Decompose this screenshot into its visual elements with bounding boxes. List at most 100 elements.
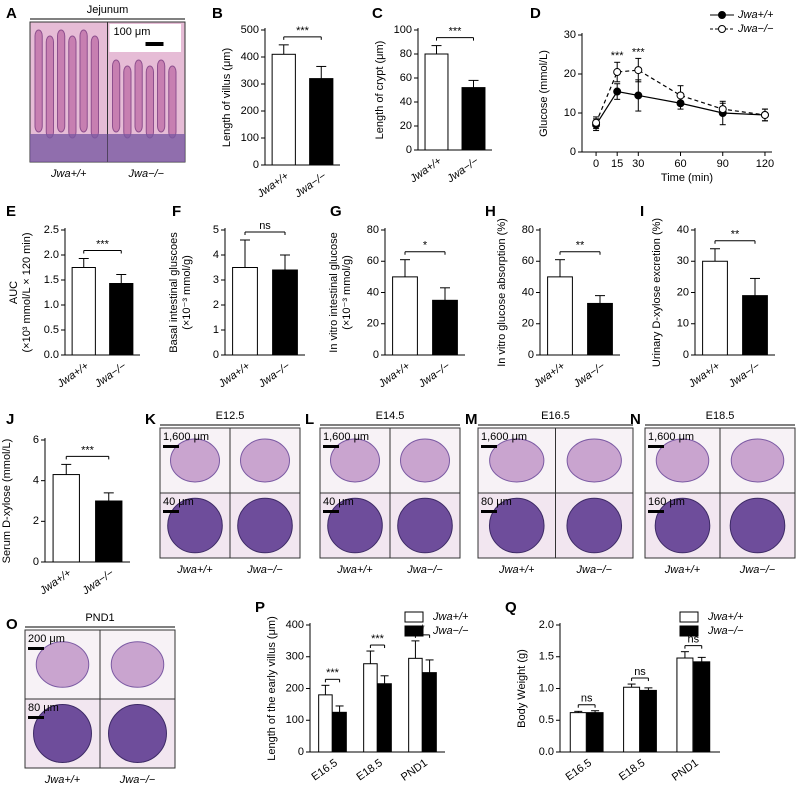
panel-letter: N	[630, 411, 641, 428]
y-tick-label: 2.0	[44, 249, 59, 261]
y-tick-label: 0	[683, 349, 689, 361]
legend-swatch	[404, 611, 424, 623]
y-axis-label: Body Weight (g)	[516, 649, 528, 728]
y-tick-label: 20	[564, 68, 576, 80]
panel-title: PND1	[85, 612, 114, 624]
y-tick-label: 2.0	[539, 619, 554, 631]
y-axis-label: (×10⁻³ mmol/g)	[181, 255, 193, 330]
section	[110, 641, 165, 688]
genotype-label: Jwa+/+	[664, 564, 701, 576]
series-line	[595, 90, 765, 126]
panel-letter: A	[6, 5, 17, 22]
x-tick-label: Jwa−/−	[571, 360, 608, 391]
panel-title: E16.5	[541, 410, 570, 422]
x-tick-label: Jwa+/+	[216, 360, 253, 391]
scale-bg	[109, 24, 181, 52]
significance: ns	[634, 666, 646, 678]
y-tick-label: 400	[286, 619, 304, 631]
scale-bar	[481, 510, 497, 513]
x-tick-label: 15	[611, 158, 623, 170]
y-axis-label: Length of villus (μm)	[221, 48, 233, 147]
panel-title: E14.5	[376, 410, 405, 422]
section	[400, 438, 450, 483]
error-bar	[335, 705, 344, 713]
point	[592, 118, 601, 127]
y-tick-label: 0.5	[44, 324, 59, 336]
scale-bar-label: 1,600 μm	[481, 431, 527, 443]
bar	[392, 276, 418, 356]
point	[613, 68, 622, 77]
y-axis-label: AUC	[8, 281, 20, 304]
section	[33, 704, 92, 763]
error-bar	[78, 258, 89, 268]
y-tick-label: 60	[367, 255, 379, 267]
y-tick-label: 0	[298, 746, 304, 758]
error-bar	[321, 684, 330, 695]
y-tick-label: 0	[373, 349, 379, 361]
significance: ***	[449, 26, 463, 38]
x-tick-label: Jwa−/−	[256, 360, 293, 391]
y-tick-label: 100	[286, 714, 304, 726]
y-axis-label: Length of the early villus (μm)	[266, 616, 278, 761]
bar	[332, 711, 347, 753]
section	[566, 438, 622, 483]
panel-letter: G	[330, 203, 342, 220]
panel-letter: C	[372, 5, 383, 22]
y-tick-label: 0	[570, 146, 576, 158]
genotype-label: Jwa+/+	[50, 168, 87, 180]
x-tick-label: E18.5	[617, 757, 647, 783]
y-tick-label: 400	[241, 51, 259, 63]
error-bar	[61, 463, 72, 475]
y-tick-label: 1	[213, 324, 219, 336]
significance: ns	[688, 634, 700, 646]
x-tick-label: Jwa+/+	[54, 360, 91, 391]
genotype-label: Jwa−/−	[739, 564, 776, 576]
bar	[272, 269, 298, 356]
significance: ns	[581, 693, 593, 705]
significance: ***	[371, 633, 385, 645]
villus	[57, 29, 66, 133]
y-tick-label: 2	[33, 515, 39, 527]
error-bar	[411, 640, 420, 659]
villus	[34, 29, 43, 133]
y-tick-label: 1.0	[44, 299, 59, 311]
y-tick-label: 200	[241, 105, 259, 117]
section	[654, 497, 711, 554]
bar	[424, 53, 449, 151]
bar	[422, 672, 437, 753]
bar	[623, 686, 641, 753]
significance: ***	[326, 667, 340, 679]
y-tick-label: 40	[522, 286, 534, 298]
x-tick-label: Jwa+/+	[407, 155, 444, 186]
y-axis-label: Length of crypt (μm)	[374, 41, 386, 140]
panel-letter: D	[530, 5, 541, 22]
x-tick-label: Jwa+/+	[37, 567, 74, 598]
y-tick-label: 0	[33, 556, 39, 568]
significance: ***	[611, 50, 625, 62]
error-bar	[103, 492, 114, 501]
genotype-label: Jwa−/−	[246, 564, 283, 576]
y-tick-label: 4	[33, 475, 39, 487]
x-tick-label: Jwa+/+	[376, 360, 413, 391]
section	[488, 497, 545, 554]
legend-label: Jwa−/−	[707, 625, 744, 637]
genotype-label: Jwa−/−	[576, 564, 613, 576]
y-tick-label: 100	[394, 24, 412, 36]
crypt-layer	[107, 134, 185, 162]
y-tick-label: 0	[253, 159, 259, 171]
bar	[408, 657, 423, 753]
legend-label: Jwa−/−	[432, 625, 469, 637]
significance: ***	[96, 238, 110, 250]
error-bar	[316, 65, 327, 79]
y-axis-label: Urinary D-xylose excretion (%)	[651, 218, 663, 367]
section	[327, 497, 383, 554]
bar	[432, 299, 458, 356]
x-tick-label: E16.5	[564, 757, 594, 783]
panel-letter: E	[6, 203, 16, 220]
significance: ns	[259, 220, 271, 232]
panel-letter: O	[6, 616, 18, 633]
y-tick-label: 0.0	[539, 746, 554, 758]
x-tick-label: Jwa−/−	[416, 360, 453, 391]
bar	[702, 260, 728, 356]
error-bar	[431, 45, 442, 54]
